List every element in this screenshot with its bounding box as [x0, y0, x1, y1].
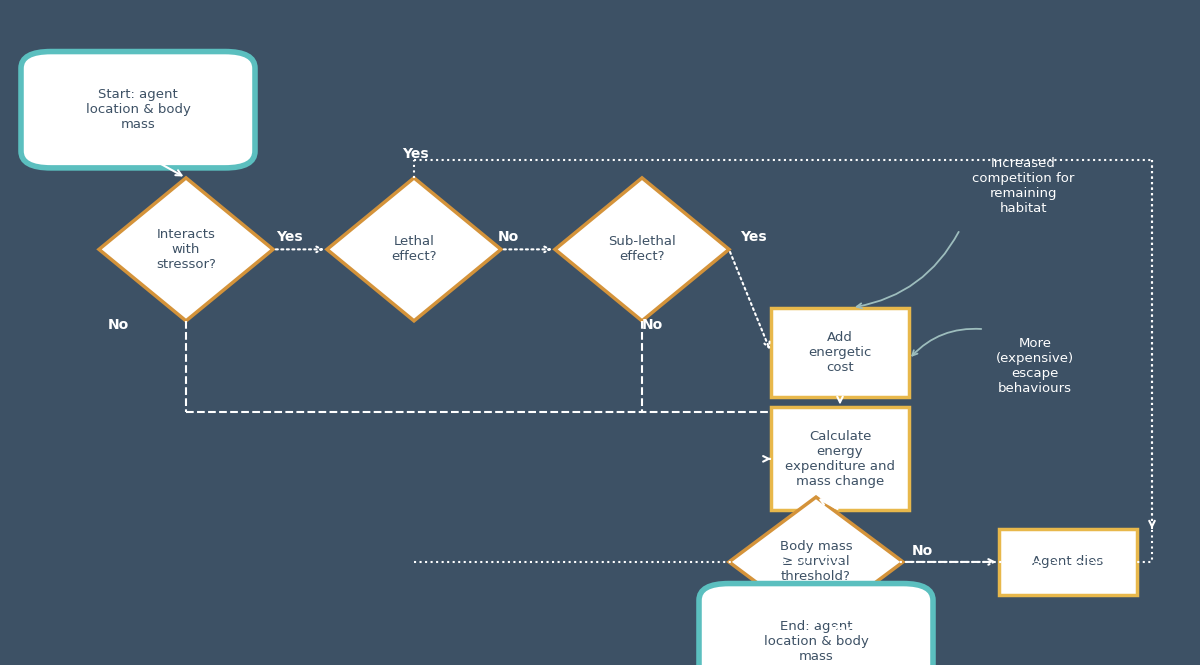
- Text: Interacts
with
stressor?: Interacts with stressor?: [156, 228, 216, 271]
- FancyBboxPatch shape: [698, 584, 934, 665]
- Text: Start: agent
location & body
mass: Start: agent location & body mass: [85, 88, 191, 131]
- FancyBboxPatch shape: [772, 307, 910, 398]
- Text: Lethal
effect?: Lethal effect?: [391, 235, 437, 263]
- Text: No: No: [912, 544, 934, 559]
- Text: Increased
competition for
remaining
habitat: Increased competition for remaining habi…: [972, 157, 1074, 215]
- Text: Calculate
energy
expenditure and
mass change: Calculate energy expenditure and mass ch…: [785, 430, 895, 488]
- Text: Body mass
≥ survival
threshold?: Body mass ≥ survival threshold?: [780, 541, 852, 583]
- Text: End: agent
location & body
mass: End: agent location & body mass: [763, 620, 869, 663]
- FancyBboxPatch shape: [22, 52, 256, 168]
- Text: Yes: Yes: [276, 229, 302, 244]
- Text: No: No: [498, 229, 520, 244]
- FancyBboxPatch shape: [772, 407, 910, 511]
- Text: No: No: [642, 318, 664, 332]
- Polygon shape: [98, 178, 274, 321]
- Polygon shape: [730, 497, 904, 626]
- Text: Add
energetic
cost: Add energetic cost: [809, 331, 871, 374]
- Text: Sub-lethal
effect?: Sub-lethal effect?: [608, 235, 676, 263]
- Text: Yes: Yes: [402, 147, 428, 162]
- Text: More
(expensive)
escape
behaviours: More (expensive) escape behaviours: [996, 336, 1074, 395]
- Text: No: No: [108, 318, 130, 332]
- Text: Agent dies: Agent dies: [1032, 555, 1104, 569]
- Polygon shape: [326, 178, 502, 321]
- FancyBboxPatch shape: [998, 529, 1138, 595]
- Polygon shape: [554, 178, 730, 321]
- Text: Yes: Yes: [828, 624, 854, 638]
- Text: Yes: Yes: [740, 229, 767, 244]
